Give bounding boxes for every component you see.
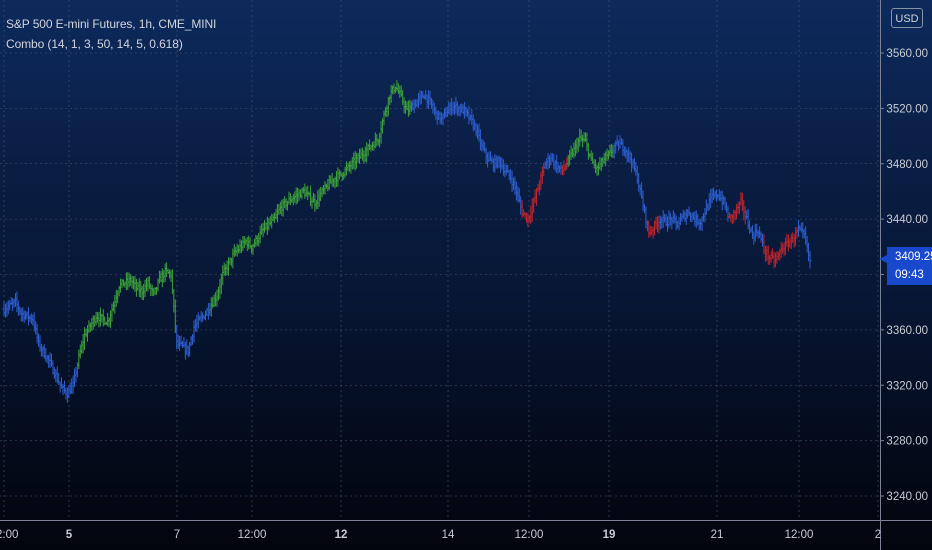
price-tick-label: 3240.00 [886,491,928,503]
time-tick-label: 19 [603,529,616,541]
price-tick-label: 3520.00 [886,103,928,115]
price-tick-label: 3360.00 [886,325,928,337]
time-tick-label: 12:00 [785,529,814,541]
time-tick-label: 2 [875,529,881,541]
bar-countdown: 09:43 [895,269,924,281]
time-tick-label: 21 [711,529,724,541]
price-tick-label: 3560.00 [886,48,928,60]
currency-selector[interactable]: USD [891,8,923,28]
price-tick-label: 3440.00 [886,214,928,226]
price-bar [808,250,812,269]
chart-grid [0,0,880,520]
price-tag-pointer [879,255,887,263]
price-tick-label: 3320.00 [886,380,928,392]
price-tick-label: 3480.00 [886,159,928,171]
time-tick-label: 7 [174,529,180,541]
price-tick-label: 3280.00 [886,436,928,448]
last-price-tag: 3409.25 09:43 [887,247,932,285]
last-price-value: 3409.25 [895,251,932,263]
indicator-title[interactable]: Combo (14, 1, 3, 50, 14, 5, 0.618) [6,37,183,51]
time-tick-label: 12:00 [0,529,18,541]
time-axis[interactable]: 12:00 5 7 12:00 12 14 12:00 19 21 12:00 2 [0,520,932,542]
time-tick-label: 14 [442,529,455,541]
chart-legend: S&P 500 E-mini Futures, 1h, CME_MINI Com… [6,14,216,54]
price-axis[interactable]: 3560.00 3520.00 3480.00 3440.00 3360.00 3320.… [880,0,928,550]
time-tick-label: 12 [335,529,348,541]
time-tick-label: 5 [66,529,73,541]
time-tick-label: 12:00 [238,529,267,541]
time-tick-label: 12:00 [515,529,544,541]
price-bars [2,80,812,403]
symbol-title[interactable]: S&P 500 E-mini Futures, 1h, CME_MINI [6,17,217,31]
